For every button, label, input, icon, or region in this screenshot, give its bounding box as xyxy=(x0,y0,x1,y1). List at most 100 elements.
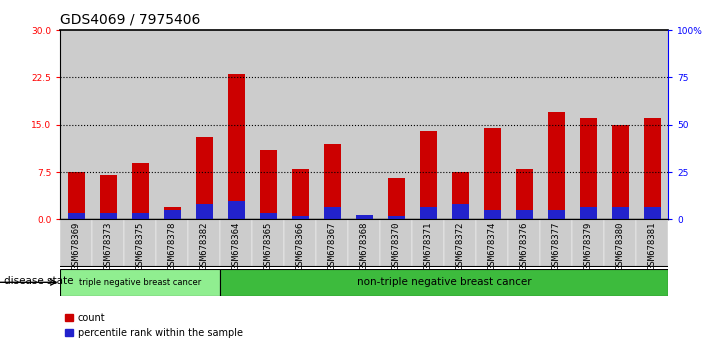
Bar xyxy=(132,213,149,219)
Bar xyxy=(164,207,181,219)
Bar xyxy=(92,219,124,267)
Bar xyxy=(444,30,476,219)
Bar xyxy=(636,30,668,219)
Bar xyxy=(643,119,661,219)
Bar xyxy=(252,30,284,219)
Bar xyxy=(451,204,469,219)
Bar xyxy=(252,219,284,267)
Text: GSM678371: GSM678371 xyxy=(424,222,433,270)
Bar xyxy=(196,137,213,219)
Bar xyxy=(196,204,213,219)
Text: GDS4069 / 7975406: GDS4069 / 7975406 xyxy=(60,12,201,26)
Bar xyxy=(572,219,604,267)
Bar xyxy=(508,30,540,219)
Bar xyxy=(292,169,309,219)
Bar xyxy=(572,30,604,219)
Text: GSM678369: GSM678369 xyxy=(72,222,81,270)
Bar xyxy=(156,30,188,219)
Text: GSM678380: GSM678380 xyxy=(616,222,625,270)
Bar xyxy=(412,219,444,267)
Bar xyxy=(604,219,636,267)
Text: GSM678377: GSM678377 xyxy=(552,222,561,270)
Bar xyxy=(483,210,501,219)
Bar xyxy=(356,215,373,219)
Text: triple negative breast cancer: triple negative breast cancer xyxy=(80,278,201,287)
Bar xyxy=(68,213,85,219)
Text: GSM678373: GSM678373 xyxy=(104,222,113,270)
Bar xyxy=(547,210,565,219)
Bar xyxy=(540,219,572,267)
Text: GSM678376: GSM678376 xyxy=(520,222,529,270)
Text: GSM678378: GSM678378 xyxy=(168,222,177,270)
Bar xyxy=(579,207,597,219)
Bar xyxy=(228,74,245,219)
Bar xyxy=(292,216,309,219)
Legend: count, percentile rank within the sample: count, percentile rank within the sample xyxy=(65,313,243,338)
Bar xyxy=(284,219,316,267)
Bar xyxy=(444,219,476,267)
Bar xyxy=(324,207,341,219)
Text: disease state: disease state xyxy=(4,276,73,286)
Bar xyxy=(348,219,380,267)
Bar xyxy=(380,30,412,219)
Bar xyxy=(316,219,348,267)
Text: GSM678372: GSM678372 xyxy=(456,222,465,270)
Bar xyxy=(228,200,245,219)
Bar xyxy=(515,169,533,219)
Bar xyxy=(540,30,572,219)
Text: GSM678366: GSM678366 xyxy=(296,222,305,270)
Bar xyxy=(124,219,156,267)
Bar xyxy=(260,213,277,219)
Bar xyxy=(100,175,117,219)
Bar xyxy=(164,210,181,219)
Bar xyxy=(515,210,533,219)
Bar xyxy=(483,128,501,219)
Text: GSM678375: GSM678375 xyxy=(136,222,145,270)
Bar xyxy=(220,30,252,219)
Bar xyxy=(643,207,661,219)
Text: GSM678368: GSM678368 xyxy=(360,222,369,270)
Bar xyxy=(611,207,629,219)
Bar xyxy=(356,216,373,219)
Bar xyxy=(132,162,149,219)
Bar xyxy=(68,172,85,219)
Bar xyxy=(451,172,469,219)
Text: GSM678374: GSM678374 xyxy=(488,222,497,270)
Bar xyxy=(100,213,117,219)
Bar xyxy=(476,30,508,219)
Bar xyxy=(60,30,92,219)
Bar xyxy=(220,269,668,296)
Text: GSM678364: GSM678364 xyxy=(232,222,241,270)
Text: GSM678379: GSM678379 xyxy=(584,222,593,270)
Text: GSM678381: GSM678381 xyxy=(648,222,657,270)
Bar xyxy=(412,30,444,219)
Bar xyxy=(188,30,220,219)
Text: non-triple negative breast cancer: non-triple negative breast cancer xyxy=(357,277,532,287)
Bar xyxy=(156,219,188,267)
Bar xyxy=(260,150,277,219)
Bar xyxy=(387,216,405,219)
Bar xyxy=(220,219,252,267)
Text: GSM678370: GSM678370 xyxy=(392,222,401,270)
Text: GSM678382: GSM678382 xyxy=(200,222,209,270)
Text: GSM678367: GSM678367 xyxy=(328,222,337,270)
Bar xyxy=(92,30,124,219)
Bar xyxy=(124,30,156,219)
Bar xyxy=(579,119,597,219)
Bar xyxy=(316,30,348,219)
Bar xyxy=(419,131,437,219)
Bar xyxy=(611,125,629,219)
Text: GSM678365: GSM678365 xyxy=(264,222,273,270)
Bar xyxy=(188,219,220,267)
Bar xyxy=(387,178,405,219)
Bar xyxy=(324,144,341,219)
Bar xyxy=(60,269,220,296)
Bar xyxy=(547,112,565,219)
Bar xyxy=(380,219,412,267)
Bar xyxy=(284,30,316,219)
Bar xyxy=(60,219,92,267)
Bar xyxy=(419,207,437,219)
Bar xyxy=(604,30,636,219)
Bar xyxy=(348,30,380,219)
Bar xyxy=(636,219,668,267)
